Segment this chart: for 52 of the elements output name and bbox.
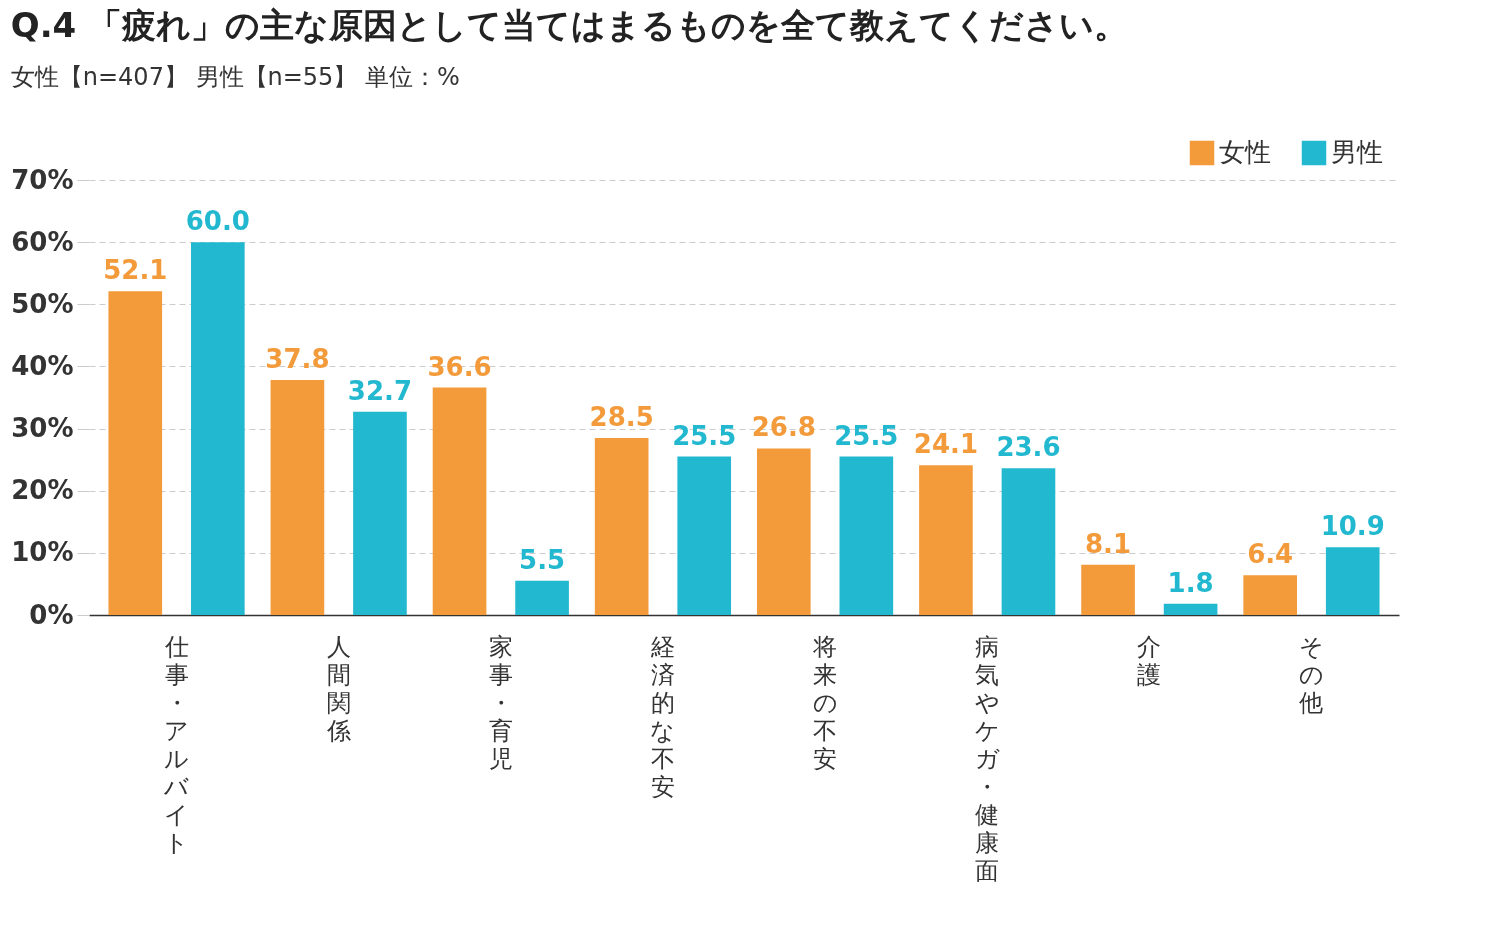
data-label: 25.5 xyxy=(834,420,899,451)
data-label: 26.8 xyxy=(751,412,816,443)
data-label: 8.1 xyxy=(1085,528,1132,559)
y-tick-label: 60% xyxy=(11,226,74,257)
x-tick-label: 家事・育児 xyxy=(488,632,513,773)
chart-subtitle: 女性【n=407】 男性【n=55】 単位：% xyxy=(10,63,460,91)
y-tick-label: 40% xyxy=(11,350,74,381)
data-label: 37.8 xyxy=(265,344,330,375)
y-tick-label: 70% xyxy=(11,164,74,195)
bar xyxy=(919,465,973,615)
category-label: 病気やケガ・健康面 xyxy=(974,632,1000,885)
x-tick-label: 人間関係 xyxy=(325,632,351,745)
bar xyxy=(1081,564,1135,615)
legend-label: 女性 xyxy=(1219,137,1271,167)
bar xyxy=(1325,547,1380,615)
data-label: 60.0 xyxy=(185,206,250,237)
y-tick-label: 10% xyxy=(11,537,74,568)
data-label: 6.4 xyxy=(1247,539,1294,570)
x-tick-label: 将来の不安 xyxy=(812,632,838,773)
bar xyxy=(190,242,245,615)
x-tick-label: 仕事・アルバイト xyxy=(163,632,190,857)
x-tick-label: 介護 xyxy=(1137,632,1162,689)
data-label: 23.6 xyxy=(996,432,1061,463)
bar xyxy=(756,448,811,615)
y-tick-label: 50% xyxy=(11,288,74,319)
data-label: 52.1 xyxy=(103,255,168,286)
data-label: 24.1 xyxy=(913,429,978,460)
data-label: 5.5 xyxy=(519,544,566,575)
data-label: 25.5 xyxy=(672,420,737,451)
x-tick-label: その他 xyxy=(1298,632,1324,717)
bar xyxy=(353,411,407,615)
bar xyxy=(677,456,732,615)
data-label: 36.6 xyxy=(427,351,492,382)
bar xyxy=(1243,575,1298,615)
bar xyxy=(432,387,487,615)
bar xyxy=(515,580,569,615)
data-label: 1.8 xyxy=(1167,567,1214,598)
legend-label: 男性 xyxy=(1331,137,1383,167)
data-label: 32.7 xyxy=(347,375,413,406)
bar xyxy=(1163,603,1218,615)
bar xyxy=(1001,468,1056,615)
y-tick-label: 20% xyxy=(11,475,74,506)
x-tick-label: 経済的な不安 xyxy=(649,632,676,801)
bar xyxy=(108,291,163,615)
chart-title: Q.4 「疲れ」の主な原因として当てはまるものを全て教えてください。 xyxy=(10,5,1129,45)
bar xyxy=(594,437,649,615)
data-label: 28.5 xyxy=(589,401,654,432)
bar xyxy=(270,380,325,615)
y-tick-label: 0% xyxy=(29,599,74,630)
bar xyxy=(839,456,894,615)
y-tick-label: 30% xyxy=(11,413,74,444)
data-label: 10.9 xyxy=(1320,511,1385,542)
